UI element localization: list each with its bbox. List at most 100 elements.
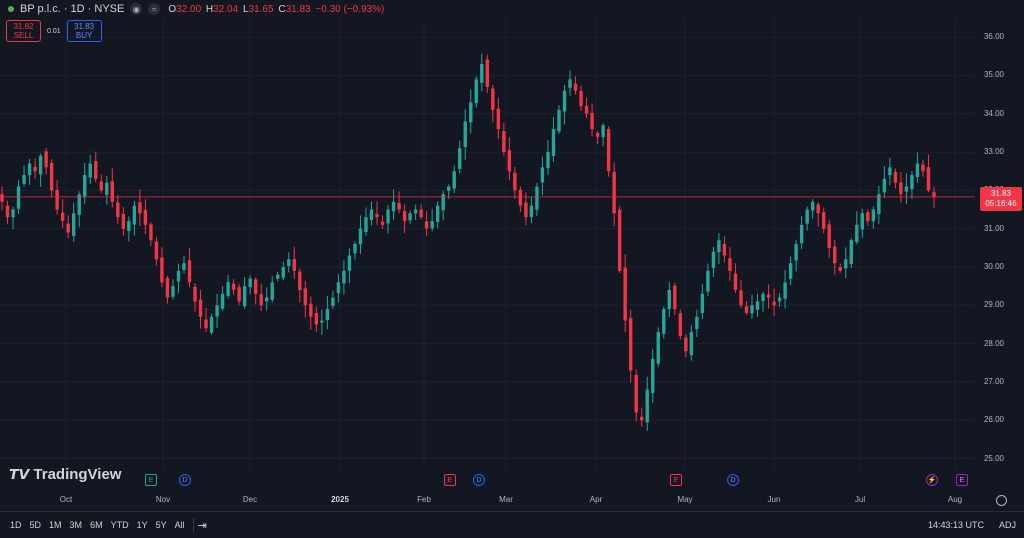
y-tick-label: 36.00 bbox=[983, 32, 1004, 42]
candle bbox=[303, 280, 308, 318]
event-marker-earnings[interactable]: E bbox=[444, 474, 456, 486]
candle bbox=[601, 123, 605, 147]
candle bbox=[557, 105, 561, 134]
candle bbox=[369, 201, 374, 226]
ohlc-values: O32.00 H32.04 L31.65 C31.83 −0.30 (−0.93… bbox=[168, 3, 385, 15]
candle bbox=[231, 279, 236, 296]
candle bbox=[33, 158, 37, 179]
candle bbox=[331, 290, 335, 309]
range-5d[interactable]: 5D bbox=[29, 520, 42, 530]
price-chart[interactable] bbox=[0, 0, 1024, 510]
candle bbox=[634, 369, 638, 422]
candle bbox=[320, 309, 324, 335]
x-tick-label: Jul bbox=[854, 495, 866, 504]
candle bbox=[496, 97, 501, 140]
candle bbox=[860, 208, 865, 238]
candle bbox=[99, 174, 103, 194]
candle bbox=[435, 201, 440, 229]
candle bbox=[237, 283, 241, 306]
event-marker-dividend[interactable]: D bbox=[727, 474, 739, 486]
sell-button[interactable]: 31.82 SELL bbox=[6, 20, 41, 42]
candle bbox=[877, 185, 881, 225]
candle bbox=[265, 287, 269, 311]
candle bbox=[209, 313, 214, 335]
symbol-title[interactable]: BP p.l.c. · 1D · NYSE bbox=[20, 3, 125, 15]
candle bbox=[364, 207, 368, 236]
candle bbox=[220, 286, 225, 312]
candle bbox=[678, 309, 683, 340]
x-tick-label: Aug bbox=[947, 495, 963, 504]
candle bbox=[744, 301, 749, 315]
candle bbox=[733, 263, 738, 294]
candle bbox=[105, 176, 109, 205]
range-all[interactable]: All bbox=[174, 520, 185, 530]
buy-button[interactable]: 31.83 BUY bbox=[66, 20, 102, 42]
candle bbox=[11, 206, 15, 230]
range-3m[interactable]: 3M bbox=[69, 520, 83, 530]
candle bbox=[55, 180, 59, 215]
event-marker-earnings[interactable]: E bbox=[670, 474, 682, 486]
candle bbox=[83, 162, 87, 205]
candle bbox=[579, 85, 583, 111]
market-status-icon bbox=[8, 6, 14, 12]
candle bbox=[226, 274, 230, 299]
candle bbox=[899, 172, 903, 203]
candle bbox=[783, 269, 787, 309]
candle bbox=[706, 263, 710, 297]
settings-icon[interactable]: ≈ bbox=[148, 3, 161, 15]
candle bbox=[276, 271, 280, 282]
candle bbox=[645, 376, 649, 431]
range-1m[interactable]: 1M bbox=[49, 520, 62, 530]
candle bbox=[314, 306, 319, 333]
event-marker-dividend[interactable]: D bbox=[473, 474, 485, 486]
event-marker-earnings[interactable]: E bbox=[145, 474, 157, 486]
candle bbox=[336, 274, 341, 303]
candle bbox=[546, 140, 550, 175]
candle bbox=[628, 309, 633, 383]
event-marker-earnings[interactable]: ⚡ bbox=[926, 474, 938, 486]
date-range-icon[interactable]: ⇥ bbox=[197, 520, 207, 532]
y-tick-label: 28.00 bbox=[983, 338, 1004, 348]
candle bbox=[66, 215, 70, 239]
event-marker-dividend[interactable]: D bbox=[179, 474, 191, 486]
range-1y[interactable]: 1Y bbox=[136, 520, 148, 530]
range-6m[interactable]: 6M bbox=[90, 520, 103, 530]
candle bbox=[248, 275, 252, 295]
candle bbox=[49, 158, 54, 198]
adj-toggle[interactable]: ADJ bbox=[998, 520, 1016, 530]
change-value: −0.30 (−0.93%) bbox=[315, 3, 385, 15]
candle bbox=[833, 240, 837, 275]
x-tick-label: May bbox=[677, 495, 693, 504]
candle bbox=[595, 131, 600, 145]
candle bbox=[380, 215, 385, 229]
candle bbox=[667, 281, 671, 318]
candle bbox=[154, 237, 159, 266]
y-tick-label: 27.00 bbox=[983, 376, 1004, 386]
clock-display[interactable]: 14:43:13 UTC bbox=[927, 520, 984, 530]
candle bbox=[38, 153, 43, 188]
candle bbox=[849, 238, 853, 269]
candle bbox=[281, 261, 285, 280]
y-tick-label: 26.00 bbox=[983, 415, 1004, 425]
candle bbox=[816, 202, 820, 227]
candle bbox=[684, 334, 688, 357]
candle bbox=[606, 126, 611, 177]
chart-legend: BP p.l.c. · 1D · NYSE ◉ ≈ O32.00 H32.04 … bbox=[8, 3, 386, 15]
range-5y[interactable]: 5Y bbox=[155, 520, 167, 530]
candle bbox=[121, 206, 126, 236]
candle bbox=[810, 198, 815, 219]
range-ytd[interactable]: YTD bbox=[110, 520, 129, 530]
candle bbox=[44, 148, 48, 175]
candle bbox=[695, 309, 699, 337]
candle bbox=[353, 241, 357, 260]
range-1d[interactable]: 1D bbox=[10, 520, 22, 530]
event-marker-earnings[interactable]: E bbox=[956, 474, 968, 486]
candle bbox=[794, 240, 798, 272]
x-tick-label: Apr bbox=[589, 495, 603, 504]
axis-settings-icon[interactable] bbox=[996, 495, 1007, 506]
eye-icon[interactable]: ◉ bbox=[130, 3, 143, 15]
candle bbox=[270, 276, 274, 303]
candle bbox=[458, 140, 462, 174]
candle bbox=[160, 247, 164, 288]
candle bbox=[176, 263, 181, 294]
